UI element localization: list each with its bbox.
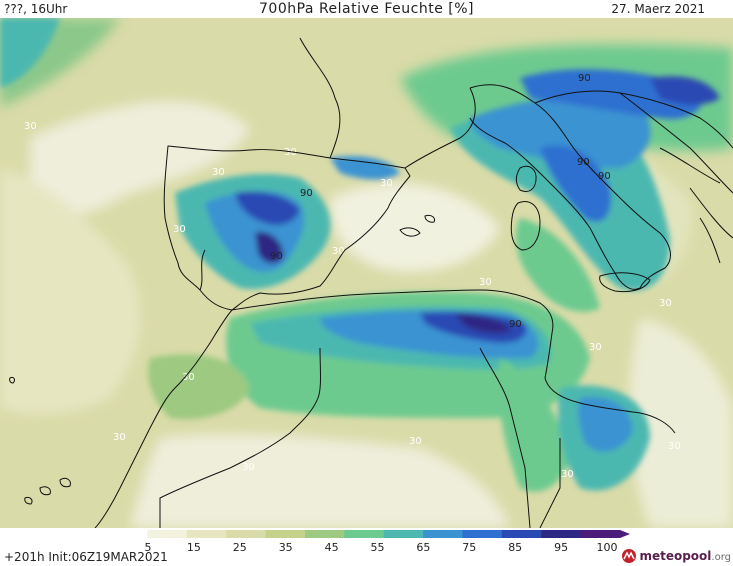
colorbar-tick-label: 95 bbox=[554, 541, 568, 554]
contour-label-30: 30 bbox=[668, 441, 681, 452]
colorbar-tick-label: 15 bbox=[187, 541, 201, 554]
colorbar: 5 15 25 35 45 55 65 75 85 95 100 bbox=[98, 530, 630, 554]
contour-label-30: 30 bbox=[659, 298, 672, 309]
colorbar-max-arrow bbox=[620, 530, 630, 538]
contour-label-30: 30 bbox=[479, 277, 492, 288]
colorbar-segments bbox=[98, 530, 630, 538]
colorbar-segment bbox=[147, 530, 188, 538]
brand-name: meteopool.org bbox=[639, 549, 731, 563]
colorbar-min-arrow bbox=[98, 530, 108, 538]
contour-label-90: 90 bbox=[270, 251, 283, 262]
brand-logo[interactable]: meteopool.org bbox=[621, 548, 731, 564]
contour-label-90: 90 bbox=[300, 188, 313, 199]
contour-label-30: 30 bbox=[332, 246, 345, 257]
colorbar-segment bbox=[344, 530, 385, 538]
forecast-date-label: 27. Maerz 2021 bbox=[611, 2, 705, 16]
colorbar-tick-label: 55 bbox=[371, 541, 385, 554]
contour-label-30: 30 bbox=[182, 372, 195, 383]
colorbar-tick-label: 5 bbox=[145, 541, 152, 554]
legend-footer: 5 15 25 35 45 55 65 75 85 95 100 +201h Init:06Z19M… bbox=[0, 528, 733, 566]
colorbar-tick-label: 65 bbox=[416, 541, 430, 554]
contour-label-90: 90 bbox=[578, 73, 591, 84]
colorbar-ticks: 5 15 25 35 45 55 65 75 85 95 100 bbox=[145, 541, 618, 554]
colorbar-segment bbox=[580, 530, 621, 538]
colorbar-tick-label: 75 bbox=[462, 541, 476, 554]
colorbar-tick-label: 85 bbox=[508, 541, 522, 554]
colorbar-tick-label: 45 bbox=[325, 541, 339, 554]
contour-label-30: 30 bbox=[212, 167, 225, 178]
contour-label-30: 30 bbox=[24, 121, 37, 132]
colorbar-tick-label: 100 bbox=[597, 541, 618, 554]
colorbar-segment bbox=[304, 530, 345, 538]
contour-label-30: 30 bbox=[173, 224, 186, 235]
run-info-label: +201h Init:06Z19MAR2021 bbox=[4, 550, 168, 564]
forecast-time-label: ???, 16Uhr bbox=[4, 2, 68, 16]
colorbar-segment bbox=[462, 530, 503, 538]
colorbar-segment bbox=[265, 530, 306, 538]
humidity-map: 30 30 30 30 30 30 30 30 30 30 30 30 30 3… bbox=[0, 18, 733, 528]
colorbar-segment bbox=[501, 530, 542, 538]
colorbar-segment bbox=[423, 530, 463, 538]
contour-labels: 30 30 30 30 30 30 30 30 30 30 30 30 30 3… bbox=[24, 73, 681, 480]
colorbar-segment bbox=[226, 530, 267, 538]
colorbar-tick-label: 25 bbox=[233, 541, 247, 554]
contour-label-30: 30 bbox=[380, 178, 393, 189]
contour-label-90: 90 bbox=[577, 157, 590, 168]
humidity-fill-layer: 30 30 30 30 30 30 30 30 30 30 30 30 30 3… bbox=[0, 18, 733, 528]
contour-label-30: 30 bbox=[589, 342, 602, 353]
colorbar-segment bbox=[108, 530, 148, 538]
coastlines bbox=[9, 37, 733, 528]
colorbar-segment bbox=[383, 530, 424, 538]
meteopool-logo-icon bbox=[622, 549, 637, 563]
contour-label-30: 30 bbox=[284, 147, 297, 158]
chart-title: 700hPa Relative Feuchte [%] bbox=[259, 1, 474, 17]
colorbar-segment bbox=[186, 530, 227, 538]
brand-name-main: meteopool bbox=[639, 549, 712, 563]
colorbar-tick-label: 35 bbox=[279, 541, 293, 554]
contour-label-30: 30 bbox=[409, 436, 422, 447]
contour-label-30: 30 bbox=[242, 462, 255, 473]
contour-label-90: 90 bbox=[598, 171, 611, 182]
contour-label-90: 90 bbox=[509, 319, 522, 330]
contour-label-30: 30 bbox=[561, 469, 574, 480]
brand-name-suffix: .org bbox=[711, 552, 731, 563]
colorbar-segment bbox=[541, 530, 582, 538]
contour-label-30: 30 bbox=[113, 432, 126, 443]
